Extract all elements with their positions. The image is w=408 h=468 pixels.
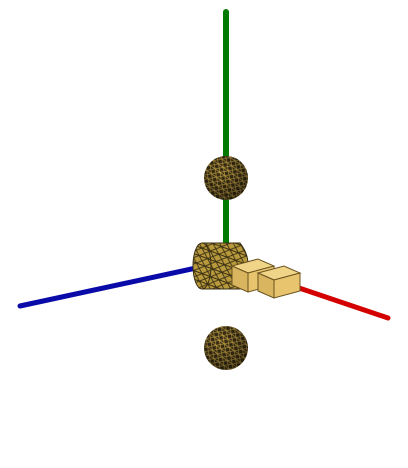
box-far[interactable]: [256, 265, 302, 299]
sphere-top[interactable]: [204, 156, 248, 200]
sphere-bottom[interactable]: [204, 326, 248, 370]
z-axis: [17, 262, 213, 309]
